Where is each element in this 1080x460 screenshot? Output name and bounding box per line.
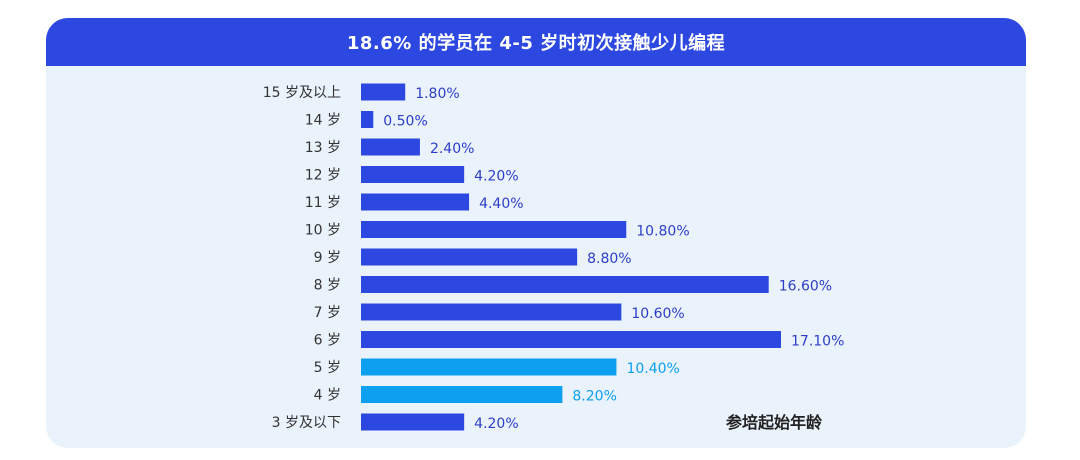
value-label: 17.10% [791,334,844,350]
value-label: 4.20% [474,416,518,432]
chart-title: 18.6% 的学员在 4-5 岁时初次接触少儿编程 [346,33,726,54]
bar [361,166,465,183]
value-labels: 1.80%0.50%2.40%4.20%4.40%10.80%8.80%16.6… [383,86,844,432]
category-label: 12 岁 [305,168,341,184]
bar [361,111,374,128]
value-label: 10.40% [626,361,679,377]
value-label: 4.40% [479,196,523,212]
bar [361,358,617,376]
category-label: 15 岁及以上 [263,85,341,101]
category-label: 9 岁 [314,250,341,266]
value-label: 10.80% [636,224,689,240]
bar [361,138,420,156]
value-label: 1.80% [415,86,459,102]
category-label: 3 岁及以下 [272,415,341,431]
category-label: 5 岁 [314,360,341,376]
category-label: 8 岁 [314,278,341,294]
category-labels: 15 岁及以上 14 岁 13 岁 12 岁 11 岁 10 岁 9 岁 8 岁 7 岁 6 岁 5… [263,85,341,431]
value-label: 8.80% [587,251,631,267]
value-label: 16.60% [779,279,832,295]
bar [361,386,563,403]
category-label: 14 岁 [305,113,341,129]
chart-header: 18.6% 的学员在 4-5 岁时初次接触少儿编程 [46,18,1026,66]
chart-card: 18.6% 的学员在 4-5 岁时初次接触少儿编程 [46,18,1026,448]
value-label: 4.20% [474,169,518,185]
value-label: 2.40% [430,141,474,157]
bar [361,276,769,293]
bar [361,248,578,266]
category-label: 13 岁 [305,140,341,156]
value-label: 10.60% [631,306,684,322]
bar [361,413,465,431]
value-label: 8.20% [572,389,616,405]
category-label: 4 岁 [314,388,341,404]
category-label: 6 岁 [314,333,341,349]
bar [361,83,406,101]
bar [361,193,470,211]
series-name-label: 参培起始年龄 [726,413,823,432]
category-label: 11 岁 [305,195,341,211]
bar [361,331,781,348]
category-label: 7 岁 [314,305,341,321]
bar [361,221,627,238]
bars [361,83,781,431]
category-label: 10 岁 [305,223,341,239]
value-label: 0.50% [383,114,427,130]
bar [361,303,622,321]
